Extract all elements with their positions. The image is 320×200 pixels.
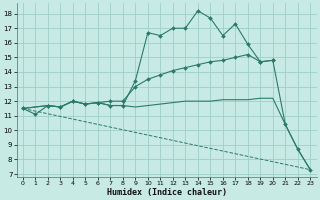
X-axis label: Humidex (Indice chaleur): Humidex (Indice chaleur) [107, 188, 227, 197]
